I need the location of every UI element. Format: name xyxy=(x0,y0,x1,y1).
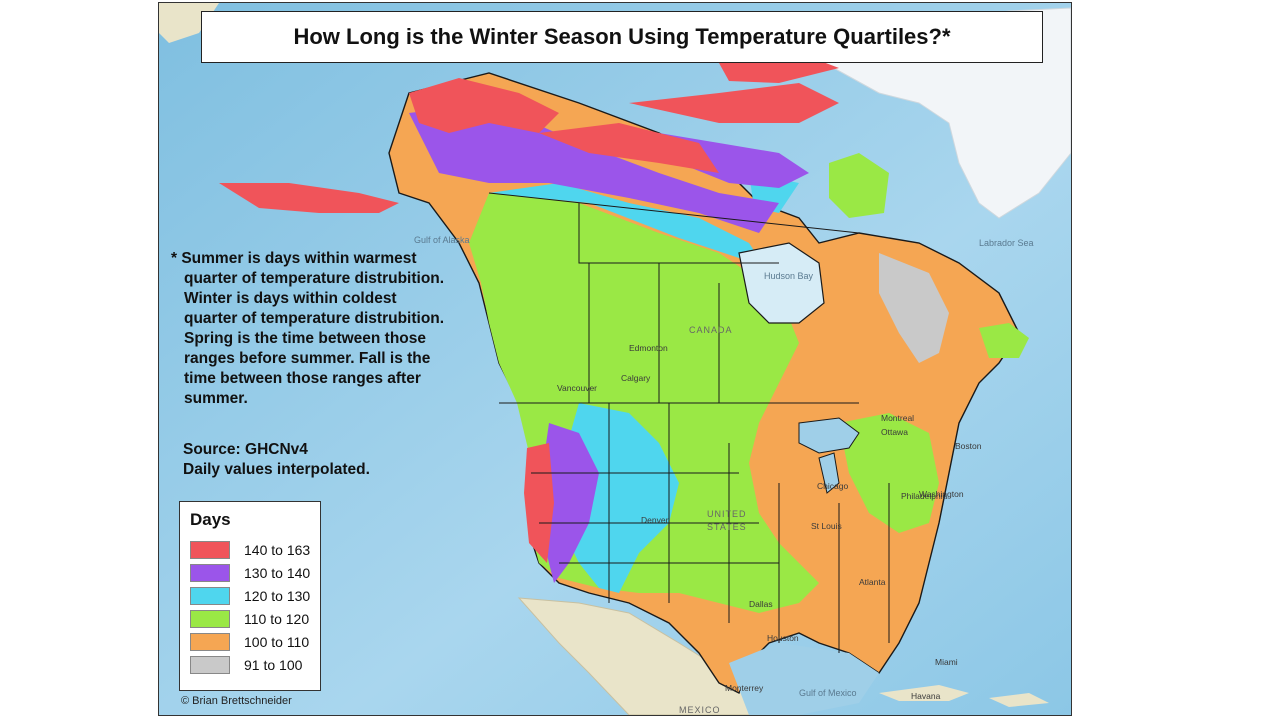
legend-swatch xyxy=(190,632,230,651)
label-gulf-of-alaska: Gulf of Alaska xyxy=(414,235,470,245)
city-philadelphia: Philadelphia xyxy=(901,491,948,501)
zone-140-163-aleutians xyxy=(219,183,399,213)
title-box: How Long is the Winter Season Using Temp… xyxy=(201,11,1043,63)
political-borders xyxy=(488,192,890,653)
city-havana: Havana xyxy=(911,691,941,701)
city-ottawa: Ottawa xyxy=(881,427,908,437)
legend-label: 120 to 130 xyxy=(244,587,311,604)
map-frame: How Long is the Winter Season Using Temp… xyxy=(158,2,1072,716)
city-calgary: Calgary xyxy=(621,373,651,383)
legend-swatch xyxy=(190,609,230,628)
zone-110-120-newfoundland xyxy=(979,323,1029,358)
cuba-land xyxy=(879,685,969,701)
city-miami: Miami xyxy=(935,657,958,667)
city-boston: Boston xyxy=(955,441,982,451)
legend-item: 100 to 110 xyxy=(190,632,309,651)
great-lakes xyxy=(798,417,860,454)
legend-title: Days xyxy=(190,510,231,529)
zone-140-163-alaska xyxy=(409,78,559,133)
city-atlanta: Atlanta xyxy=(859,577,886,587)
label-united: UNITED xyxy=(707,509,747,519)
legend-item: 140 to 163 xyxy=(190,540,310,559)
city-dallas: Dallas xyxy=(749,599,773,609)
hispaniola-land xyxy=(989,693,1049,707)
zone-140-163-arctic-coast xyxy=(539,123,719,173)
gulf-water xyxy=(729,643,879,715)
legend-label: 140 to 163 xyxy=(244,541,311,558)
map-title: How Long is the Winter Season Using Temp… xyxy=(293,24,951,49)
note-line: * Summer is days within warmest xyxy=(171,250,417,267)
legend-swatch xyxy=(190,586,230,605)
legend-label: 100 to 110 xyxy=(244,633,310,650)
note-line: ranges before summer. Fall is the xyxy=(184,350,431,367)
note-line: Winter is days within coldest xyxy=(184,290,397,307)
zone-110-120-greenland xyxy=(829,153,889,218)
legend-swatch xyxy=(190,655,230,674)
legend-item: 110 to 120 xyxy=(190,609,309,628)
legend-label: 130 to 140 xyxy=(244,564,311,581)
note-line: Spring is the time between those xyxy=(184,330,427,347)
zone-120-130-north xyxy=(489,183,769,273)
label-gulf-of-mexico: Gulf of Mexico xyxy=(799,688,857,698)
legend-item: 120 to 130 xyxy=(190,586,310,605)
city-vancouver: Vancouver xyxy=(557,383,598,393)
city-houston: Houston xyxy=(767,633,799,643)
source-line: Source: GHCNv4 xyxy=(183,441,308,458)
legend-swatch xyxy=(190,563,230,582)
source-method: Daily values interpolated. xyxy=(183,461,370,478)
city-montreal: Montreal xyxy=(881,413,915,423)
legend: Days 140 to 163 130 to 140 120 to 130 11… xyxy=(179,501,321,691)
legend-item: 130 to 140 xyxy=(190,563,310,582)
label-states: STATES xyxy=(707,522,747,532)
zone-110-120-east xyxy=(839,413,939,533)
legend-label: 91 to 100 xyxy=(244,656,303,673)
legend-item: 91 to 100 xyxy=(190,655,302,674)
city-monterrey: Monterrey xyxy=(725,683,764,693)
source-note: Source: GHCNv4 Daily values interpolated… xyxy=(183,440,370,480)
city-chicago: Chicago xyxy=(817,481,849,491)
label-canada: CANADA xyxy=(689,325,733,335)
legend-label: 110 to 120 xyxy=(244,610,310,627)
zone-130-140-north xyxy=(409,103,779,233)
definition-note: * Summer is days within warmest quarter … xyxy=(171,249,501,409)
zone-91-100-labrador xyxy=(879,253,949,363)
city-washington: Washington xyxy=(919,489,964,499)
city-st-louis: St Louis xyxy=(811,521,842,531)
note-line: quarter of temperature distrubition. xyxy=(184,270,445,287)
label-labrador-sea: Labrador Sea xyxy=(979,238,1034,248)
credit: © Brian Brettschneider xyxy=(181,695,292,707)
legend-swatch xyxy=(190,540,230,559)
city-denver: Denver xyxy=(641,515,669,525)
note-line: time between those ranges after xyxy=(184,370,421,387)
label-hudson-bay: Hudson Bay xyxy=(764,271,814,281)
note-line: quarter of temperature distrubition. xyxy=(184,310,445,327)
zone-140-163-archipelago xyxy=(629,83,839,123)
lake-michigan xyxy=(818,452,840,494)
zone-120-130-rockies xyxy=(559,403,679,593)
zone-130-140-sierra xyxy=(539,423,599,583)
label-mexico: MEXICO xyxy=(679,705,721,715)
city-edmonton: Edmonton xyxy=(629,343,668,353)
note-line: summer. xyxy=(184,390,248,407)
